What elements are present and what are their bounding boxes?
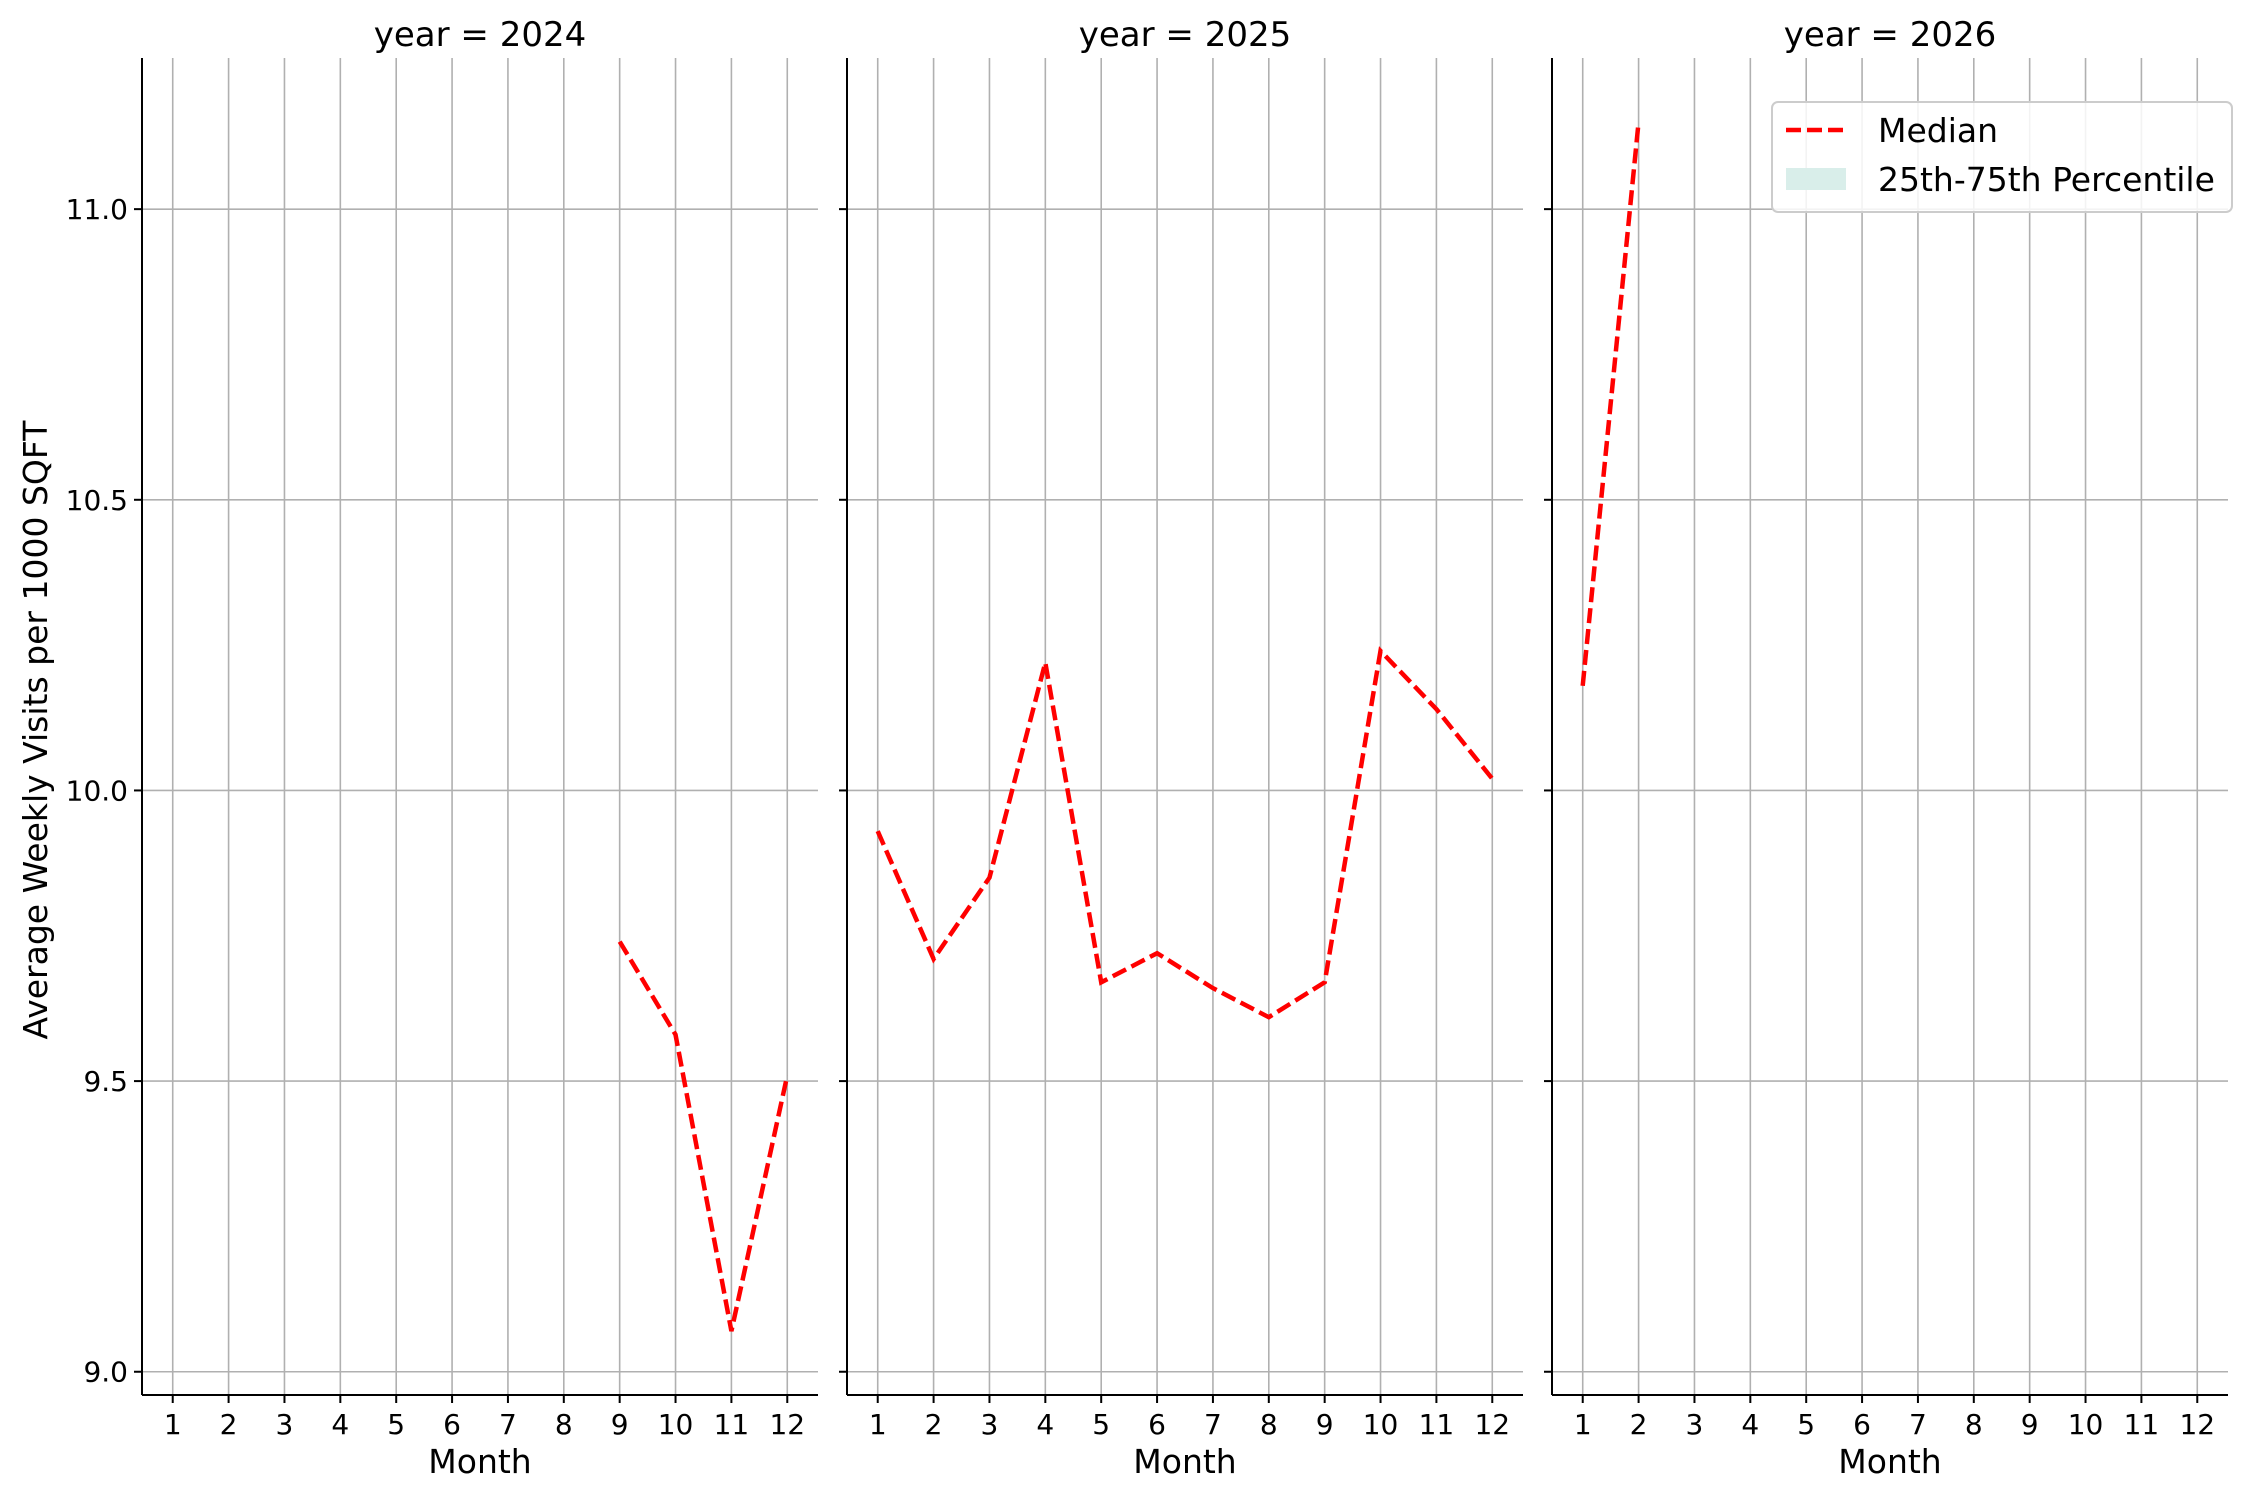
x-axis-label: Month xyxy=(428,1442,531,1481)
panel-title: year = 2025 xyxy=(1079,15,1291,55)
x-tick-label: 7 xyxy=(499,1408,517,1441)
y-tick-label: 10.5 xyxy=(66,484,128,517)
x-tick-label: 4 xyxy=(1036,1408,1054,1441)
x-tick-label: 5 xyxy=(1092,1408,1110,1441)
x-tick-label: 2 xyxy=(1630,1408,1648,1441)
x-tick-label: 7 xyxy=(1204,1408,1222,1441)
x-tick-label: 1 xyxy=(1574,1408,1592,1441)
x-tick-label: 10 xyxy=(1363,1408,1399,1441)
x-tick-label: 7 xyxy=(1909,1408,1927,1441)
x-tick-label: 9 xyxy=(2021,1408,2039,1441)
x-tick-label: 8 xyxy=(1260,1408,1278,1441)
x-tick-label: 3 xyxy=(1686,1408,1704,1441)
median-line xyxy=(875,646,1495,1020)
legend-box xyxy=(1771,101,2233,213)
legend: Median 25th-75th Percentile xyxy=(1771,101,2233,213)
x-tick-label: 8 xyxy=(1965,1408,1983,1441)
x-tick-label: 6 xyxy=(443,1408,461,1441)
x-tick-label: 4 xyxy=(331,1408,349,1441)
x-axis-label: Month xyxy=(1838,1442,1941,1481)
panel-title: year = 2026 xyxy=(1784,15,1996,55)
y-tick-label: 9.5 xyxy=(83,1065,128,1098)
median-line xyxy=(617,940,790,1332)
x-tick-label: 11 xyxy=(714,1408,750,1441)
legend-percentile-label: 25th-75th Percentile xyxy=(1878,160,2215,199)
y-tick-label: 11.0 xyxy=(66,193,128,226)
x-tick-label: 6 xyxy=(1853,1408,1871,1441)
x-tick-label: 10 xyxy=(658,1408,694,1441)
median-line xyxy=(1580,121,1641,687)
x-tick-label: 5 xyxy=(387,1408,405,1441)
x-tick-label: 5 xyxy=(1797,1408,1815,1441)
x-tick-label: 6 xyxy=(1148,1408,1166,1441)
x-tick-label: 12 xyxy=(2179,1408,2215,1441)
x-tick-label: 12 xyxy=(1474,1408,1510,1441)
y-axis-label: Average Weekly Visits per 1000 SQFT xyxy=(16,420,55,1040)
x-tick-label: 11 xyxy=(1419,1408,1455,1441)
legend-median-label: Median xyxy=(1878,111,1998,150)
x-tick-label: 9 xyxy=(1316,1408,1334,1441)
x-tick-label: 10 xyxy=(2068,1408,2104,1441)
panel-title: year = 2024 xyxy=(374,15,586,55)
x-tick-label: 3 xyxy=(981,1408,999,1441)
y-tick-label: 10.0 xyxy=(66,774,128,807)
x-tick-label: 4 xyxy=(1741,1408,1759,1441)
x-tick-label: 2 xyxy=(220,1408,238,1441)
x-tick-label: 11 xyxy=(2124,1408,2160,1441)
x-tick-label: 8 xyxy=(555,1408,573,1441)
x-tick-label: 1 xyxy=(164,1408,182,1441)
legend-percentile-swatch xyxy=(1786,168,1846,190)
x-tick-label: 3 xyxy=(276,1408,294,1441)
y-tick-label: 9.0 xyxy=(83,1356,128,1389)
x-tick-label: 1 xyxy=(869,1408,887,1441)
x-tick-label: 12 xyxy=(769,1408,805,1441)
x-tick-label: 9 xyxy=(611,1408,629,1441)
x-axis-label: Month xyxy=(1133,1442,1236,1481)
x-tick-label: 2 xyxy=(925,1408,943,1441)
